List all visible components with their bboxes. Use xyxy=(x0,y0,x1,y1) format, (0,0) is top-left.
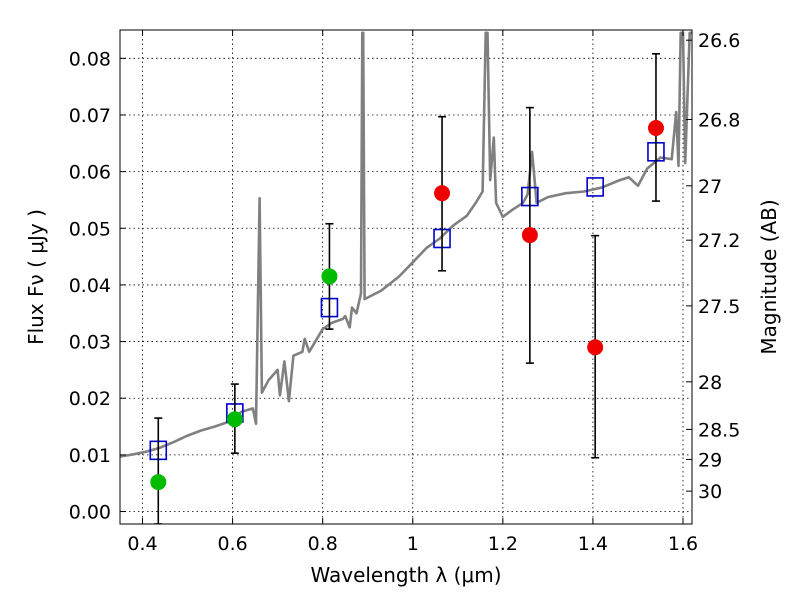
right-tick-label: 26.8 xyxy=(698,110,740,132)
y-tick-label: 0.08 xyxy=(69,48,111,70)
y-tick-label: 0.04 xyxy=(69,275,111,297)
right-tick-label: 27.2 xyxy=(698,230,740,252)
y-tick-label: 0.07 xyxy=(69,105,111,127)
grid xyxy=(120,30,692,524)
model-photometry-square xyxy=(586,177,604,197)
right-tick-label: 29 xyxy=(698,449,722,471)
y-tick-label: 0.01 xyxy=(69,445,111,467)
x-tick-label: 1.6 xyxy=(668,533,698,555)
y-tick-label: 0.00 xyxy=(69,502,111,524)
y-axis-label: Flux Fν ( μJy ) xyxy=(24,209,48,345)
observed-flux-point xyxy=(226,411,243,428)
x-tick-label: 0.6 xyxy=(217,533,247,555)
right-tick-label: 27.5 xyxy=(698,296,740,318)
x-tick-label: 0.4 xyxy=(127,533,157,555)
x-tick-label: 0.8 xyxy=(308,533,338,555)
y-axis-right-label: Magnitude (AB) xyxy=(757,199,781,354)
y-tick-label: 0.05 xyxy=(69,218,111,240)
right-tick-label: 26.6 xyxy=(698,30,740,52)
right-tick-label: 28.5 xyxy=(698,419,740,441)
right-tick-label: 27 xyxy=(698,176,722,198)
observed-flux-point xyxy=(321,268,338,285)
plot-area xyxy=(120,31,692,524)
observed-flux-point xyxy=(150,474,167,491)
x-axis-label: Wavelength λ (μm) xyxy=(310,563,501,587)
model-spectrum-line xyxy=(120,31,692,458)
y-tick-label: 0.03 xyxy=(69,332,111,354)
observed-flux-point xyxy=(434,185,451,202)
x-tick-label: 1 xyxy=(407,533,419,555)
x-tick-label: 1.2 xyxy=(488,533,518,555)
y-tick-label: 0.02 xyxy=(69,388,111,410)
axis-ticks: 0.4 0.6 0.8 1 1.2 1.4 1.6 0.00 0.01 0.02 0.03 0.04 0… xyxy=(69,30,740,555)
observed-flux-point xyxy=(647,120,664,137)
observed-flux-point xyxy=(521,227,538,244)
y-tick-label: 0.06 xyxy=(69,162,111,184)
right-tick-label: 28 xyxy=(698,372,722,394)
plot-frame xyxy=(119,29,693,525)
x-tick-label: 1.4 xyxy=(578,533,608,555)
right-tick-label: 30 xyxy=(698,481,722,503)
observed-flux-point xyxy=(587,339,604,356)
